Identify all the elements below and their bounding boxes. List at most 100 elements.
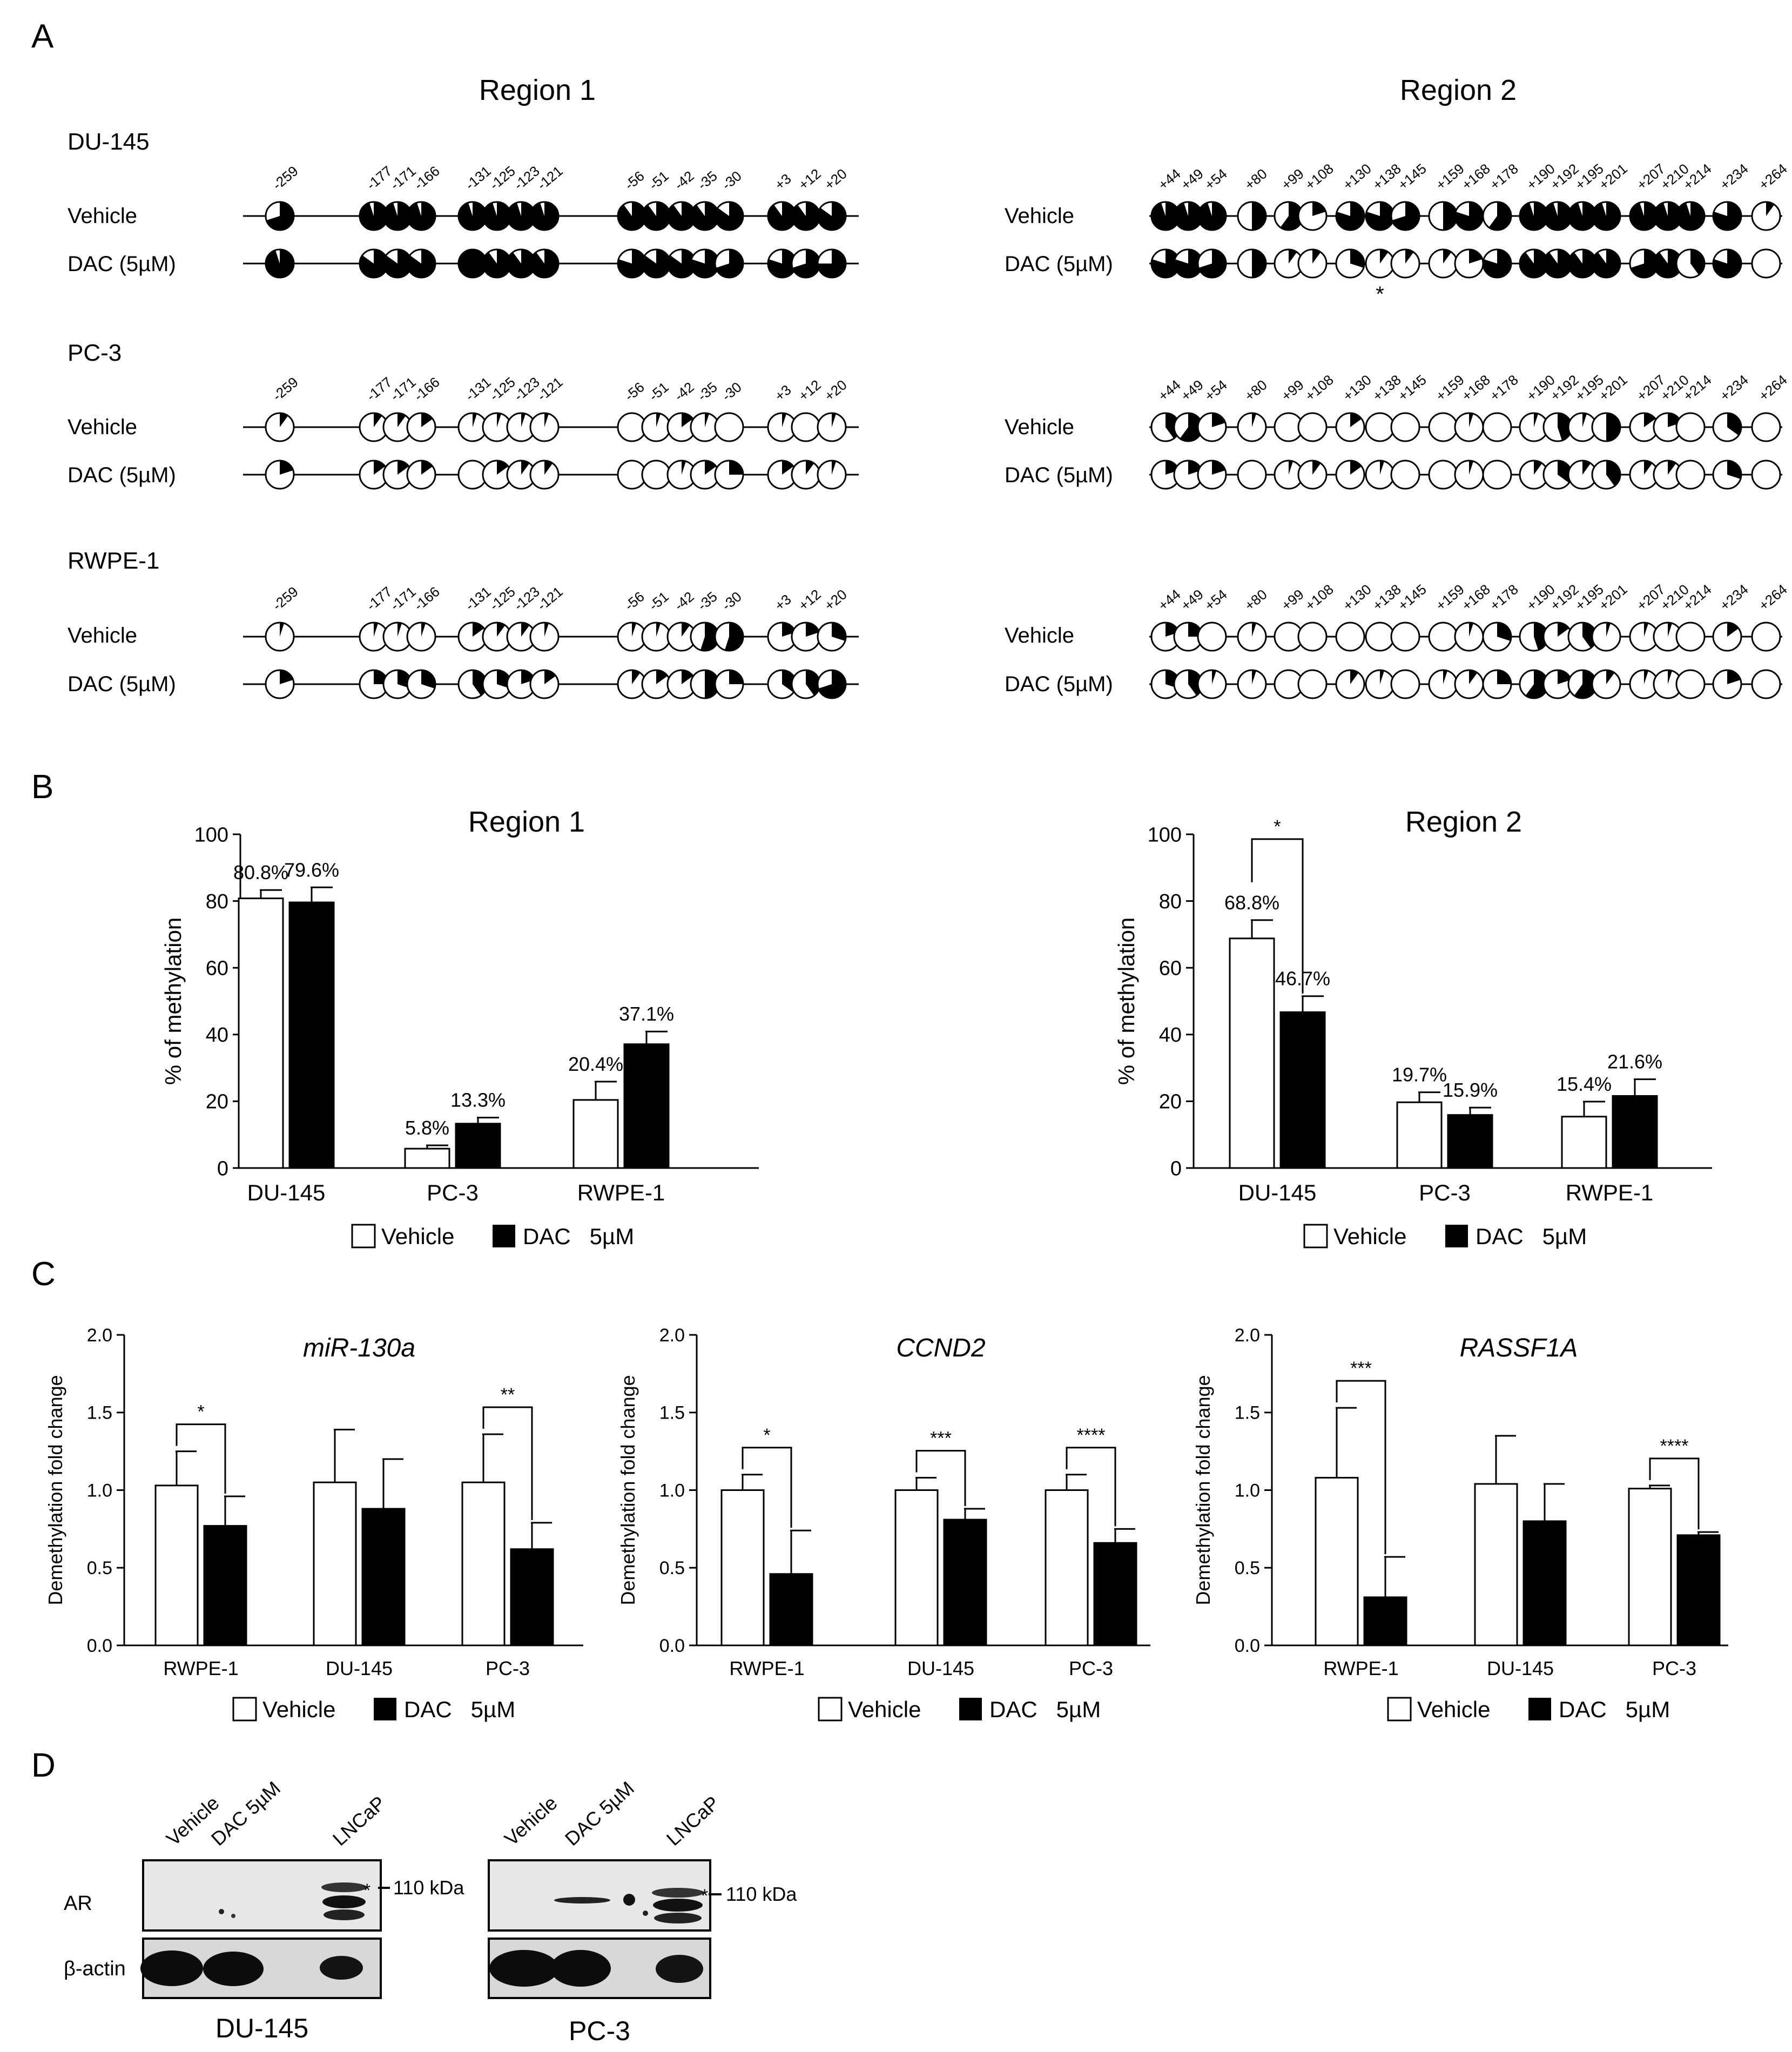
cpg-methylated-fill (642, 202, 671, 230)
cpg-position-label: +12 (796, 586, 824, 613)
cpg-methylated-fill (806, 623, 819, 637)
significance-mark: *** (930, 1428, 952, 1449)
y-tick-label: 1.5 (1235, 1403, 1260, 1423)
cpg-site-circle (1335, 622, 1365, 652)
cpg-methylated-fill (806, 461, 814, 475)
panel-a-region1-title: Region 1 (479, 74, 596, 106)
cpg-methylated-fill (421, 623, 426, 637)
cpg-site-circle (641, 460, 671, 490)
cpg-position-label: +159 (1433, 581, 1467, 614)
cpg-site-circle (1297, 622, 1328, 652)
cpg-methylated-fill (1713, 249, 1741, 278)
y-tick-label: 0 (217, 1157, 228, 1180)
cpg-methylated-fill (1558, 413, 1572, 441)
cpg-methylated-fill (1380, 461, 1385, 475)
cpg-methylated-fill (459, 249, 487, 278)
cpg-position-label: -166 (411, 374, 443, 404)
cpg-methylated-fill (705, 413, 710, 427)
cpg-methylated-fill (1252, 413, 1257, 427)
vehicle-bar (1229, 937, 1275, 1169)
cpg-methylated-fill (1280, 202, 1303, 230)
cpg-methylated-fill (473, 623, 484, 637)
y-axis-label: Demethylation fold change (1192, 1375, 1214, 1605)
y-tick-label: 0.5 (87, 1558, 112, 1578)
cpg-methylated-fill (1668, 670, 1673, 684)
cpg-methylated-fill (374, 623, 379, 637)
legend-dac-label: DAC 5µM (1559, 1697, 1670, 1722)
cpg-position-label: +234 (1717, 581, 1751, 614)
cpg-methylated-fill (1582, 413, 1587, 427)
y-axis-label: Demethylation fold change (617, 1375, 639, 1605)
cpg-methylated-fill (1713, 202, 1741, 230)
vehicle-bar (154, 1484, 199, 1646)
cpg-methylated-fill (1350, 413, 1362, 427)
cpg-methylated-fill (1469, 461, 1474, 475)
cpg-position-label: +201 (1596, 160, 1631, 193)
chart-title: CCND2 (896, 1334, 985, 1362)
cpg-site-circle (714, 412, 744, 442)
cpg-site-circle (1197, 622, 1227, 652)
cpg-site-circle (1751, 248, 1781, 279)
cpg-site-circle (1751, 460, 1781, 490)
cpg-methylated-fill (792, 202, 820, 230)
cpg-methylated-fill (1668, 461, 1676, 475)
cpg-methylated-fill (1289, 249, 1297, 264)
category-label: DU-145 (1487, 1657, 1554, 1679)
cpg-methylated-fill (1653, 202, 1682, 231)
cpg-methylated-fill (1454, 202, 1483, 230)
cpg-methylated-fill (632, 623, 637, 637)
cpg-methylated-fill (421, 670, 436, 689)
chart-title: miR-130a (303, 1334, 415, 1362)
cpg-methylated-fill (1676, 202, 1705, 231)
y-tick-label: 2.0 (87, 1325, 112, 1346)
category-label: PC-3 (486, 1657, 530, 1679)
legend-vehicle-label: Vehicle (1417, 1697, 1490, 1722)
category-label: PC-3 (1419, 1180, 1471, 1205)
cpg-methylated-fill (1350, 249, 1365, 268)
cpg-site-circle (1428, 412, 1458, 442)
cpg-position-label: +108 (1302, 581, 1337, 614)
cpg-site-circle (1675, 669, 1706, 699)
dac-bar (203, 1525, 247, 1646)
cpg-position-label: -35 (695, 379, 720, 404)
data-label: 80.8% (233, 861, 288, 883)
dac-bar (1522, 1520, 1567, 1646)
dac-bar (361, 1508, 406, 1646)
cpg-methylated-fill (530, 202, 558, 231)
legend-dac-label: DAC 5µM (1476, 1224, 1587, 1249)
cpg-position-label: +159 (1433, 160, 1467, 193)
y-tick-label: 60 (1159, 957, 1182, 980)
cpg-position-label: +54 (1202, 376, 1230, 404)
cpg-methylated-fill (544, 623, 549, 637)
data-label: 79.6% (284, 859, 339, 881)
cpg-methylated-fill (266, 202, 294, 230)
panel-a-label: A (31, 18, 54, 55)
cpg-methylated-fill (729, 670, 743, 684)
dac-bar (288, 901, 335, 1169)
chart-title: Region 1 (468, 806, 585, 838)
cpg-methylated-fill (1312, 202, 1326, 216)
cpg-methylated-fill (1543, 202, 1572, 230)
cpg-position-label: -56 (622, 379, 648, 404)
cpg-methylated-fill (668, 202, 696, 230)
category-label: DU-145 (326, 1657, 393, 1679)
cpg-methylated-fill (618, 202, 646, 230)
cpg-position-label: +130 (1340, 372, 1375, 404)
vehicle-bar (1628, 1488, 1672, 1646)
data-label: 15.4% (1557, 1073, 1612, 1095)
cell-name-rwpe1: RWPE-1 (68, 548, 159, 574)
dac-bar (455, 1123, 501, 1169)
cpg-position-label: -56 (622, 588, 648, 613)
y-tick-label: 80 (1159, 890, 1182, 913)
vehicle-bar (461, 1481, 506, 1646)
dac-bar (1279, 1011, 1326, 1169)
cpg-position-label: -121 (534, 583, 566, 613)
cpg-methylated-fill (383, 249, 412, 278)
cpg-methylated-fill (691, 201, 719, 230)
cpg-methylated-fill (832, 461, 837, 475)
cpg-position-label: -259 (270, 374, 301, 404)
cpg-methylated-fill (1644, 623, 1649, 637)
cpg-methylated-fill (1629, 202, 1658, 231)
cpg-methylated-fill (1350, 461, 1362, 475)
cpg-position-label: +54 (1202, 586, 1230, 613)
